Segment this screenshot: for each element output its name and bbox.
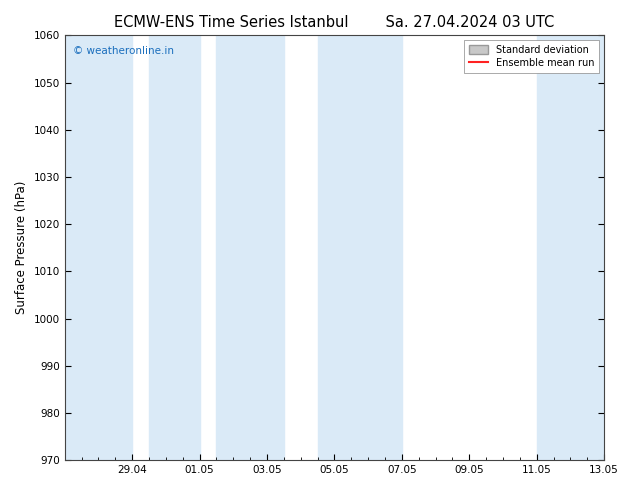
Bar <box>216 35 284 460</box>
Bar <box>537 35 604 460</box>
Bar <box>65 35 132 460</box>
Bar <box>149 35 200 460</box>
Y-axis label: Surface Pressure (hPa): Surface Pressure (hPa) <box>15 181 28 315</box>
Title: ECMW-ENS Time Series Istanbul        Sa. 27.04.2024 03 UTC: ECMW-ENS Time Series Istanbul Sa. 27.04.… <box>114 15 555 30</box>
Legend: Standard deviation, Ensemble mean run: Standard deviation, Ensemble mean run <box>464 40 599 73</box>
Bar <box>318 35 402 460</box>
Text: © weatheronline.in: © weatheronline.in <box>73 46 174 56</box>
